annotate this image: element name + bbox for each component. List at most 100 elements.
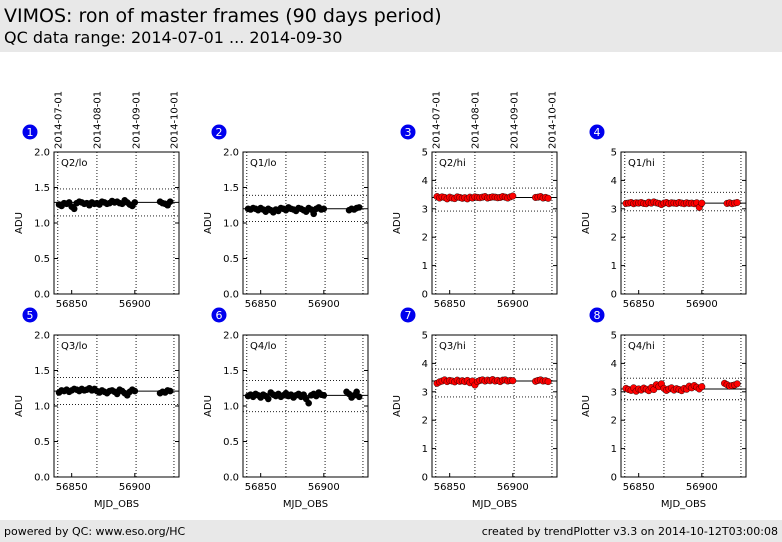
panel-label: Q1/hi (628, 158, 655, 169)
date-tick-label: 2014-10-01 (169, 91, 180, 149)
y-tick-label: 2 (611, 416, 617, 427)
data-point (131, 199, 139, 206)
panel-badge (589, 307, 605, 323)
page-title: VIMOS: ron of master frames (90 days per… (4, 5, 442, 27)
data-point (733, 380, 741, 388)
y-tick-label: 0.0 (223, 473, 239, 484)
x-tick-label: 56850 (245, 299, 277, 310)
panel-6: 0.0 0.5 1.0 1.5 2.0 56850 56900 ADU MJD_OBS Q4/lo… (203, 307, 369, 510)
data-point (544, 194, 552, 202)
y-tick-label: 0 (422, 473, 428, 484)
y-tick-label: 5 (422, 331, 428, 342)
panel-badge (211, 124, 227, 140)
y-tick-label: 0.0 (34, 473, 50, 484)
y-tick-label: 0.0 (223, 290, 239, 301)
y-tick-label: 4 (422, 359, 428, 370)
panel-badge-number: 7 (405, 309, 412, 322)
date-tick-label: 2014-09-01 (132, 91, 143, 149)
date-tick-label: 2014-07-01 (431, 91, 442, 149)
y-axis-label: ADU (14, 212, 25, 234)
panel-badge-number: 2 (216, 126, 223, 139)
panel-badge (22, 124, 38, 140)
data-point (544, 378, 552, 386)
data-point (509, 377, 517, 385)
panel-label: Q2/hi (439, 158, 466, 169)
y-tick-label: 2.0 (223, 148, 239, 159)
data-point (698, 199, 706, 207)
x-axis-label: MJD_OBS (661, 499, 706, 510)
x-tick-label: 56900 (308, 299, 340, 310)
plot-frame (431, 334, 558, 478)
data-point (305, 399, 312, 407)
x-tick-label: 56850 (623, 299, 655, 310)
x-tick-label: 56900 (497, 299, 529, 310)
y-tick-label: 1.0 (34, 402, 50, 413)
x-tick-label: 56900 (686, 299, 718, 310)
y-tick-label: 1.5 (223, 183, 239, 194)
y-tick-label: 3 (611, 204, 617, 215)
y-tick-label: 5 (611, 331, 617, 342)
panel-3: 0 1 2 3 4 5 56850 56900 ADU Q2/hi 3 2014-07-01 2014-… (392, 91, 558, 310)
x-tick-label: 56900 (308, 482, 340, 493)
panel-label: Q3/lo (61, 341, 88, 352)
x-tick-label: 56850 (245, 482, 277, 493)
panel-badge-number: 8 (594, 309, 601, 322)
y-tick-label: 1.0 (223, 402, 239, 413)
y-axis-label: ADU (14, 395, 25, 417)
panel-label: Q1/lo (250, 158, 277, 169)
page-subtitle: QC data range: 2014-07-01 ... 2014-09-30 (4, 28, 343, 47)
y-tick-label: 0 (422, 290, 428, 301)
x-tick-label: 56900 (119, 299, 151, 310)
y-tick-label: 1 (611, 444, 617, 455)
y-tick-label: 4 (611, 176, 617, 187)
y-tick-label: 2 (611, 233, 617, 244)
y-tick-label: 4 (611, 359, 617, 370)
data-point (733, 199, 741, 207)
panel-5: 0.0 0.5 1.0 1.5 2.0 56850 56900 ADU MJD_OBS Q3/lo… (14, 307, 180, 510)
y-tick-label: 1.0 (223, 219, 239, 230)
y-axis-label: ADU (203, 212, 214, 234)
y-tick-label: 1.5 (34, 183, 50, 194)
y-tick-label: 2.0 (34, 148, 50, 159)
y-tick-label: 1.0 (34, 219, 50, 230)
x-tick-label: 56850 (56, 482, 88, 493)
x-tick-label: 56900 (119, 482, 151, 493)
y-tick-label: 4 (422, 176, 428, 187)
x-tick-label: 56850 (434, 299, 466, 310)
plot-frame (431, 151, 558, 295)
y-tick-label: 5 (422, 148, 428, 159)
data-point (355, 393, 363, 401)
data-point (698, 383, 706, 391)
data-point (320, 205, 328, 213)
panel-badge (400, 124, 416, 140)
y-tick-label: 2.0 (34, 331, 50, 342)
y-tick-label: 3 (422, 204, 428, 215)
y-tick-label: 2 (422, 416, 428, 427)
panel-badge-number: 6 (216, 309, 223, 322)
date-tick-label: 2014-07-01 (53, 91, 64, 149)
panel-7: 0 1 2 3 4 5 56850 56900 ADU MJD_OBS Q3/hi 7 (392, 307, 558, 510)
data-point (264, 395, 272, 403)
data-point (320, 392, 328, 399)
panel-label: Q3/hi (439, 341, 466, 352)
plot-frame (53, 334, 180, 478)
y-tick-label: 3 (422, 387, 428, 398)
y-tick-label: 1 (422, 261, 428, 272)
y-tick-label: 1.5 (34, 366, 50, 377)
page-header: VIMOS: ron of master frames (90 days per… (0, 0, 782, 52)
y-tick-label: 0.5 (34, 254, 50, 265)
x-axis-label: MJD_OBS (472, 499, 517, 510)
panel-1: 0.0 0.5 1.0 1.5 2.0 56850 56900 ADU Q2/lo 1 2014-0… (14, 91, 180, 310)
plot-frame (242, 334, 369, 478)
y-tick-label: 5 (611, 148, 617, 159)
data-point (310, 210, 318, 218)
date-tick-label: 2014-08-01 (92, 91, 103, 149)
y-tick-label: 1 (611, 261, 617, 272)
data-point (166, 387, 174, 395)
panel-badge (211, 307, 227, 323)
y-tick-label: 2 (422, 233, 428, 244)
y-tick-label: 2.0 (223, 331, 239, 342)
panel-label: Q4/hi (628, 341, 655, 352)
